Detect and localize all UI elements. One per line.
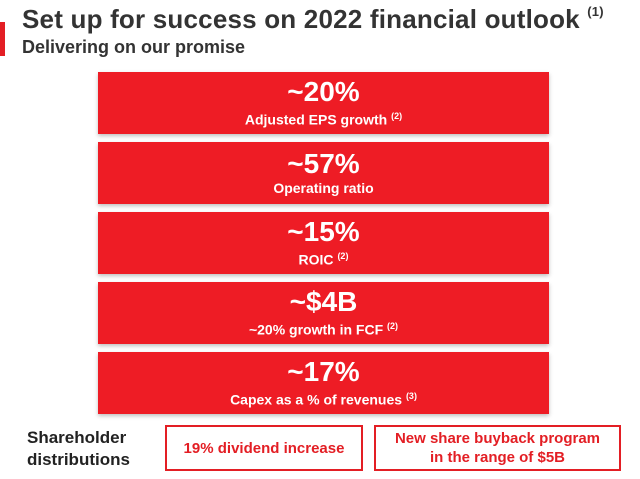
- metric-box-operating-ratio: ~57% Operating ratio: [98, 142, 549, 204]
- metric-label-text: ROIC: [298, 251, 334, 268]
- metric-box-capex: ~17% Capex as a % of revenues (3): [98, 352, 549, 414]
- title-footnote: (1): [587, 4, 604, 20]
- shareholder-label-line1: Shareholder: [27, 428, 127, 447]
- metric-label-text: Adjusted EPS growth: [244, 111, 388, 128]
- metric-footnote: (2): [387, 321, 399, 332]
- metric-label: Adjusted EPS growth (2): [245, 107, 402, 129]
- metric-value: ~$4B: [289, 286, 358, 318]
- shareholder-label-line2: distributions: [27, 450, 130, 469]
- metric-value: ~15%: [287, 216, 360, 248]
- metric-label-text: ~20% growth in FCF: [248, 321, 384, 338]
- dividend-text: 19% dividend increase: [183, 439, 345, 457]
- metric-footnote: (2): [391, 111, 403, 122]
- dividend-increase-box: 19% dividend increase: [165, 425, 363, 471]
- metric-value: ~57%: [287, 148, 360, 179]
- metric-box-eps: ~20% Adjusted EPS growth (2): [98, 72, 549, 134]
- metric-label: ~20% growth in FCF (2): [249, 317, 398, 339]
- metric-box-fcf: ~$4B ~20% growth in FCF (2): [98, 282, 549, 344]
- buyback-line1: New share buyback program: [394, 430, 601, 447]
- shareholder-distributions-label: Shareholder distributions: [27, 427, 157, 471]
- metric-label: Capex as a % of revenues (3): [230, 387, 417, 409]
- metric-label: ROIC (2): [299, 247, 349, 269]
- share-buyback-box: New share buyback program in the range o…: [374, 425, 621, 471]
- metric-box-roic: ~15% ROIC (2): [98, 212, 549, 274]
- page-title: Set up for success on 2022 financial out…: [22, 4, 604, 35]
- metric-value: ~20%: [287, 76, 360, 108]
- metric-label: Operating ratio: [273, 179, 373, 197]
- metric-label-text: Operating ratio: [273, 180, 374, 196]
- page-title-text: Set up for success on 2022 financial out…: [22, 4, 580, 34]
- metric-footnote: (2): [337, 251, 349, 262]
- buyback-line2: in the range of $5B: [429, 449, 565, 466]
- metric-footnote: (3): [405, 391, 417, 402]
- page-subtitle: Delivering on our promise: [22, 37, 246, 57]
- title-accent-bar: [0, 22, 5, 56]
- metric-label-text: Capex as a % of revenues: [230, 391, 403, 408]
- metric-value: ~17%: [287, 356, 360, 388]
